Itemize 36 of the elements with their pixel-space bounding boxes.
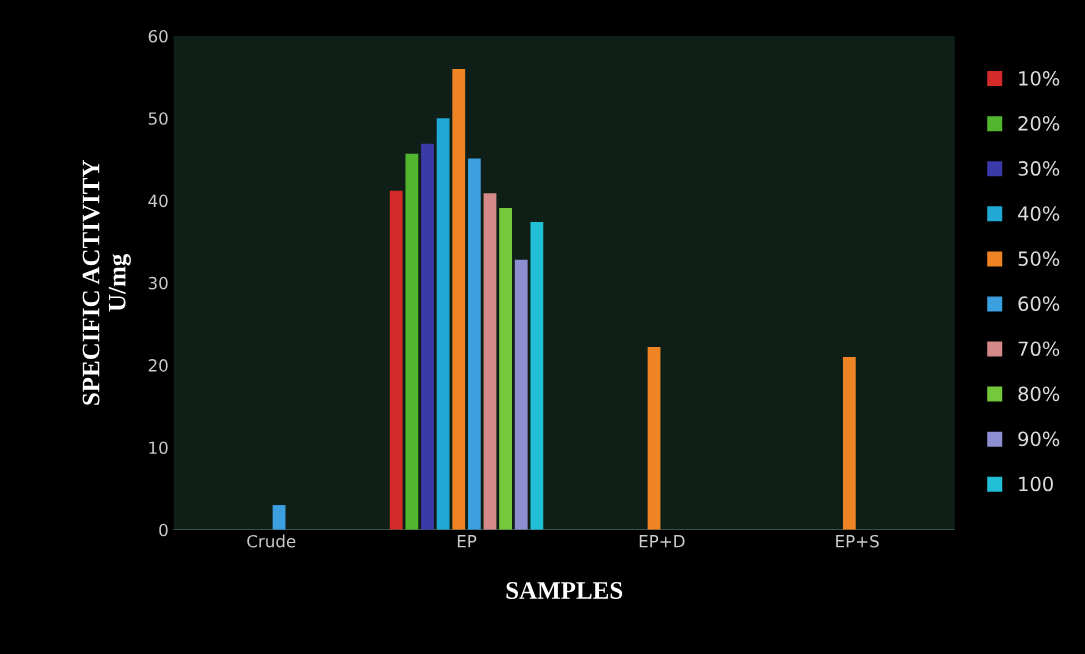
legend-label: 80% xyxy=(1018,386,1060,402)
legend-label: 20% xyxy=(1018,116,1060,131)
bar xyxy=(514,259,528,530)
bar xyxy=(405,153,419,530)
bar xyxy=(452,68,466,530)
y-tick-label: 60 xyxy=(148,29,168,43)
x-tick-label: EP+S xyxy=(836,534,879,548)
bar xyxy=(499,207,513,530)
y-tick-label: 50 xyxy=(148,112,168,125)
bar xyxy=(389,190,403,530)
y-tick-label: 10 xyxy=(149,441,168,455)
legend-label: 60% xyxy=(1018,296,1060,312)
legend-label: 50% xyxy=(1018,251,1060,266)
bar xyxy=(530,221,544,530)
x-tick-label: Crude xyxy=(247,534,296,548)
x-tick-label: EP+D xyxy=(639,535,685,548)
bar xyxy=(436,118,450,530)
legend-label: 100 xyxy=(1019,476,1053,492)
bar xyxy=(421,143,434,530)
x-tick-label: EP xyxy=(457,535,477,548)
y-tick-label: 30 xyxy=(148,276,168,290)
legend-label: 90% xyxy=(1018,431,1060,447)
y-tick-label: 0 xyxy=(159,523,168,537)
bar xyxy=(467,158,481,530)
bar xyxy=(842,356,856,530)
legend-label: 10% xyxy=(1019,70,1060,86)
y-axis-title: SPECIFIC ACTIVITY U/mg xyxy=(82,160,131,405)
legend-label: 30% xyxy=(1018,161,1060,176)
bar xyxy=(272,505,286,530)
legend-label: 40% xyxy=(1018,206,1060,221)
y-tick-label: 40 xyxy=(148,194,168,208)
y-tick-label: 20 xyxy=(148,359,168,372)
bar xyxy=(647,347,661,530)
x-axis-title: SAMPLES xyxy=(506,582,623,599)
legend-label: 70% xyxy=(1018,341,1060,357)
bar xyxy=(483,193,497,530)
